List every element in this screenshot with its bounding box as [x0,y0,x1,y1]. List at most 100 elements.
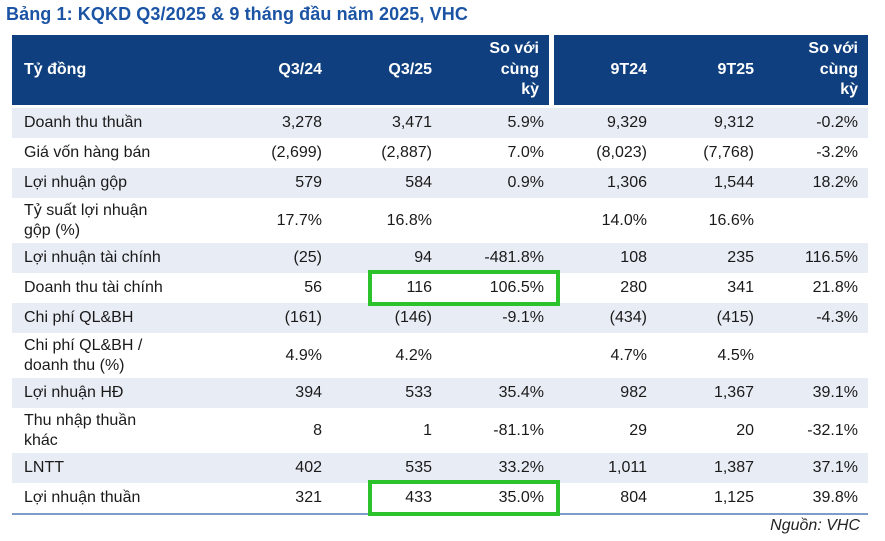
row-label: Lợi nhuận gộp [24,174,128,191]
row-value: (2,887) [381,144,432,161]
row-value: 5.9% [507,114,544,131]
header-cell-9t24: 9T24 [554,35,657,105]
table-row: Giá vốn hàng bán (2,699) (2,887) 7.0% (8,023… [12,138,868,168]
table-row: Chi phí QL&BH (161) (146) -9.1% (434) (415) -4… [12,303,868,333]
row-value: 4.2% [395,346,432,364]
row-value: -0.2% [816,114,858,131]
row-value: 14.0% [601,211,647,229]
header-cell-yoy-9m: So với cùng kỳ [764,35,868,105]
row-value: 116 [406,279,432,296]
row-value: -3.2% [816,144,858,161]
row-value: 20 [736,421,754,439]
row-value: 1,011 [608,459,647,476]
row-value: 235 [727,249,754,266]
row-value: 116.5% [804,249,858,266]
row-value: 1,387 [713,459,754,476]
row-value: 33.2% [498,459,544,476]
row-value: 1,367 [713,384,754,401]
row-value: 321 [295,489,322,506]
row-value: (146) [394,309,432,326]
row-value: 3,471 [391,114,432,131]
row-value: 1,306 [606,174,647,191]
header-cell-q3-24: Q3/24 [230,35,332,105]
row-label: Chi phí QL&BH / doanh thu (%) [24,336,143,374]
table-row: Doanh thu tài chính 56 116 106.5% 280 341 21.8… [12,273,868,303]
row-value: 535 [405,459,432,476]
page-title: Bảng 1: KQKD Q3/2025 & 9 tháng đầu năm 2… [6,4,468,24]
table-header: Tỷ đồng Q3/24 Q3/25 So với cùng kỳ 9T24 … [12,35,868,105]
row-value: (2,699) [271,144,322,161]
row-value: 433 [405,489,432,506]
results-table: Tỷ đồng Q3/24 Q3/25 So với cùng kỳ 9T24 … [12,35,868,516]
row-value: 56 [304,279,322,296]
row-value: 341 [727,279,754,296]
table-row: Lợi nhuận tài chính (25) 94 -481.8% 108 235 11… [12,243,868,273]
row-value: -81.1% [493,421,544,439]
row-label: Lợi nhuận tài chính [24,249,161,266]
row-value: 37.1% [812,459,858,476]
row-value: 16.8% [386,211,432,229]
row-value: 4.9% [285,346,322,364]
row-value: 394 [295,384,322,401]
row-value: (8,023) [596,144,647,161]
row-value: 402 [295,459,322,476]
row-value: (415) [716,309,754,326]
table-row: Lợi nhuận thuần 321 433 35.0% 804 1,125 39.8% [12,483,868,513]
row-value: -481.8% [484,249,544,266]
row-value: 1,125 [713,489,754,506]
header-cell-q3-25: Q3/25 [332,35,442,105]
row-value: 16.6% [708,211,754,229]
row-label: Giá vốn hàng bán [24,144,151,161]
table-row: Tỷ suất lợi nhuận gộp (%) 17.7% 16.8% 14.0%… [12,198,868,243]
row-value: 18.2% [812,174,858,191]
row-value: 106.5% [489,279,544,296]
row-label: Doanh thu tài chính [24,279,163,296]
row-value: 4.7% [610,346,647,364]
row-label: Chi phí QL&BH [24,309,134,326]
source-note: Nguồn: VHC [770,517,860,534]
header-cell-yoy-quarter: So với cùng kỳ [442,35,554,105]
header-cell-9t25: 9T25 [657,35,764,105]
row-value: 8 [313,421,322,439]
table-row: Chi phí QL&BH / doanh thu (%) 4.9% 4.2% 4.7… [12,333,868,378]
row-label: Thu nhập thuần khác [24,411,137,449]
row-value: 280 [620,279,647,296]
table-row: Thu nhập thuần khác 8 1 -81.1% 29 20 -32.1% [12,408,868,453]
row-label: Doanh thu thuần [24,114,143,131]
row-value: 1 [423,421,432,439]
row-value: 584 [405,174,432,191]
row-value: 29 [629,421,647,439]
row-value: 0.9% [507,174,544,191]
row-value: 35.4% [498,384,544,401]
header-cell-unit: Tỷ đồng [12,35,230,105]
row-value: (434) [609,309,647,326]
row-value: 21.8% [812,279,858,296]
row-label: Tỷ suất lợi nhuận gộp (%) [24,201,148,239]
row-value: 3,278 [281,114,322,131]
table-row: Doanh thu thuần 3,278 3,471 5.9% 9,329 9,312 -… [12,108,868,138]
table-row: Lợi nhuận gộp 579 584 0.9% 1,306 1,544 18.2% [12,168,868,198]
row-value: 1,544 [713,174,754,191]
row-value: 9,329 [606,114,647,131]
row-value: -4.3% [816,309,858,326]
row-value: 4.5% [717,346,754,364]
row-value: 982 [620,384,647,401]
row-value: 7.0% [507,144,544,161]
row-value: -32.1% [807,421,858,439]
row-value: 108 [620,249,647,266]
row-value: 579 [295,174,322,191]
row-value: (161) [284,309,322,326]
row-value: 804 [620,489,647,506]
row-value: 9,312 [713,114,754,131]
table-row: Lợi nhuận HĐ 394 533 35.4% 982 1,367 39.1% [12,378,868,408]
table-row: LNTT 402 535 33.2% 1,011 1,387 37.1% [12,453,868,483]
row-value: 533 [405,384,432,401]
row-label: LNTT [24,459,64,476]
row-value: 35.0% [498,489,544,506]
row-value: (7,768) [703,144,754,161]
row-value: 39.8% [812,489,858,506]
row-value: 94 [414,249,432,266]
row-value: 17.7% [276,211,322,229]
row-value: (25) [293,249,322,266]
row-value: 39.1% [812,384,858,401]
